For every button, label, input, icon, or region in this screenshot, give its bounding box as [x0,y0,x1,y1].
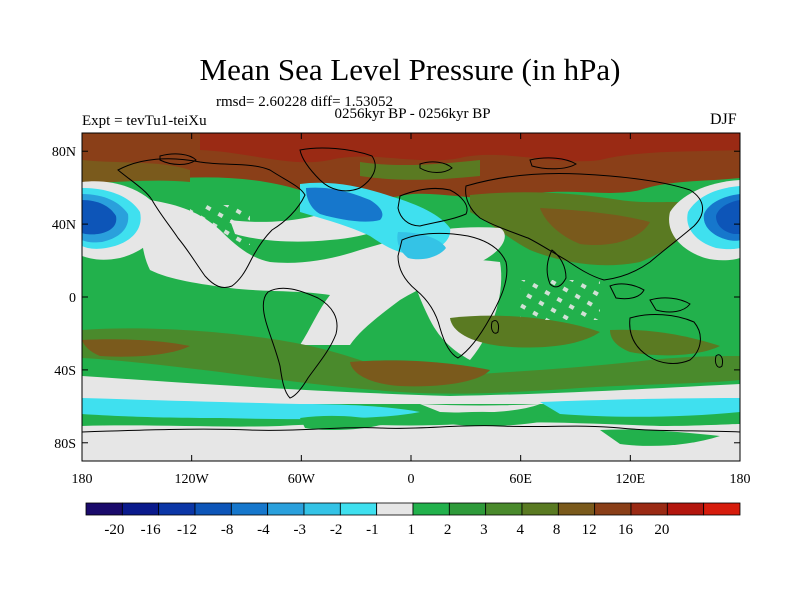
lat-tick-label: 80S [54,437,76,452]
colorbar-swatch [521,502,559,516]
lat-tick-label: 0 [69,291,76,306]
lon-tick-label: 60E [509,472,532,487]
colorbar-swatch [339,502,378,516]
lat-tick-label: 80N [52,145,76,160]
north-atlantic-low-core [306,187,383,222]
coastlines [82,147,740,433]
indian-ocean-positive [450,315,600,348]
lat-tick-label: 40S [54,364,76,379]
antarctica-positive-east [600,429,720,446]
longitude-axis: 180 120W 60W 0 60E 120E 180 [72,133,751,487]
southern-midlat-band [82,328,740,394]
rmsd-diff-stats: rmsd= 2.60228 diff= 1.53052 [216,94,394,110]
south-pacific-positive [82,339,190,357]
southern-ocean-low-west [82,398,420,420]
colorbar-swatch [448,502,487,516]
colorbar-swatch [376,502,414,516]
colorbar-label: 2 [444,522,452,538]
lon-tick-label: 0 [408,472,415,487]
colorbar-label: 12 [582,522,597,538]
colorbar-label: -12 [177,522,197,538]
arctic-edge [82,160,190,183]
lon-tick-label: 180 [72,472,93,487]
arctic-edge-east [360,160,480,180]
north-pacific-low-east-core [716,200,740,234]
colorbar: -20 -16 -12 -8 -4 -3 -2 -1 1 2 3 4 8 12 16 20 [85,502,741,538]
southern-ocean-neutral-mid [420,404,540,413]
colorbar-swatch [158,502,196,516]
colorbar-label: 16 [618,522,634,538]
antarctica-positive-mid [440,411,560,426]
lon-tick-label: 120E [616,472,646,487]
colorbar-swatch [703,502,741,516]
colorbar-swatch [594,502,632,516]
colorbar-label: 8 [553,522,561,538]
eurasia-positive-core [540,208,650,246]
colorbar-label: -2 [330,522,343,538]
colorbar-label: 4 [517,522,525,538]
colorbar-label: 3 [480,522,488,538]
southern-ocean-low-east [540,398,740,417]
latitude-axis: 80N 40N 0 40S 80S [52,145,740,452]
colorbar-label: -3 [294,522,307,538]
lon-tick-label: 60W [288,472,316,487]
colorbar-label: 20 [654,522,669,538]
colorbar-swatch [630,502,668,516]
colorbar-swatch [230,502,269,516]
north-pacific-low-core [82,200,117,235]
lon-tick-label: 180 [730,472,751,487]
colorbar-swatch [194,502,232,516]
speckle-patch [520,280,600,320]
period-subtitle: 0256kyr BP - 0256kyr BP [334,106,491,122]
colorbar-swatch [666,502,705,516]
colorbar-label: -20 [104,522,124,538]
colorbar-label: -1 [366,522,379,538]
arctic-high-core [200,133,740,163]
antarctica-positive-west [300,415,390,430]
antarctica-neutral [82,422,740,461]
colorbar-swatch [85,502,123,516]
colorbar-swatch [412,502,450,516]
experiment-label: Expt = tevTu1-teiXu [82,113,207,129]
colorbar-swatch [121,502,160,516]
colorbar-swatch [303,502,341,516]
southern-ocean-neutral [82,376,740,404]
colorbar-swatch [267,502,305,516]
map-title: Mean Sea Level Pressure (in hPa) [199,52,621,87]
lon-tick-label: 120W [175,472,210,487]
lat-tick-label: 40N [52,218,76,233]
colorbar-label: -4 [257,522,270,538]
south-atlantic-high [350,360,490,387]
colorbar-swatch [485,502,523,516]
colorbar-swatch [557,502,596,516]
colorbar-label: -16 [141,522,161,538]
season-label: DJF [710,111,737,128]
colorbar-label: 1 [408,522,416,538]
colorbar-label: -8 [221,522,234,538]
map-field [82,133,740,461]
australia-positive [610,329,720,356]
speckle-patch [190,205,250,245]
mediterranean-low [397,232,446,260]
